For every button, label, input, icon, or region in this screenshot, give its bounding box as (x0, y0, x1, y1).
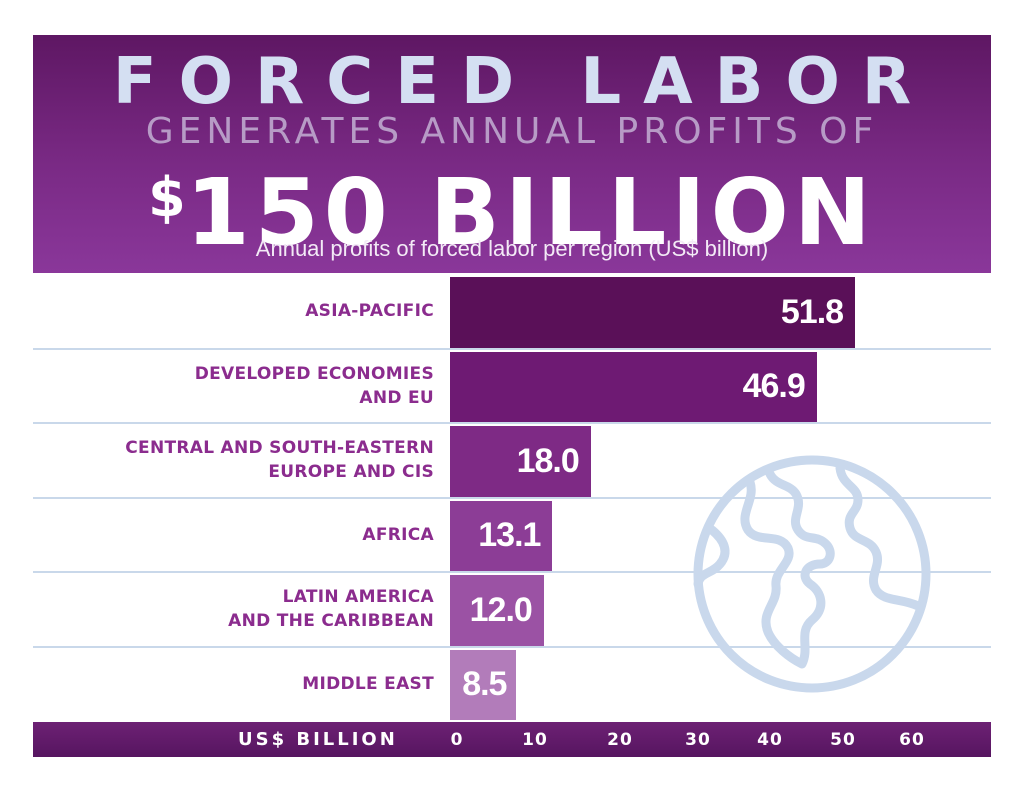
bar: 8.5 (450, 649, 517, 720)
category-label-line: ASIA-PACIFIC (305, 301, 434, 322)
globe-icon (693, 455, 931, 693)
title-line-2: GENERATES ANNUAL PROFITS OF (145, 111, 879, 152)
row-divider (33, 422, 991, 424)
category-label: MIDDLE EAST (40, 647, 434, 722)
category-label-text: MIDDLE EAST (302, 672, 434, 696)
row-divider (33, 496, 991, 499)
category-label-text: CENTRAL AND SOUTH-EASTERN EUROPE AND CIS (125, 436, 434, 484)
bar: 18.0 (450, 426, 591, 497)
category-label: LATIN AMERICA AND THE CARIBBEAN (40, 572, 434, 647)
category-label-text: AFRICA (362, 523, 434, 547)
bar-value-label: 51.8 (780, 292, 844, 331)
category-label-text: DEVELOPED ECONOMIES AND EU (195, 362, 434, 410)
x-tick-label: 20 (607, 730, 633, 750)
category-label-line: AFRICA (362, 524, 434, 545)
row-divider (33, 645, 991, 648)
title-line-3: $150 BILLION (33, 143, 991, 268)
bar-value-label: 46.9 (742, 367, 806, 406)
category-label-line: CENTRAL AND SOUTH-EASTERN (125, 438, 434, 459)
x-tick-label: 40 (757, 730, 783, 750)
category-label: DEVELOPED ECONOMIES AND EU (40, 349, 434, 424)
category-label-line: MIDDLE EAST (302, 673, 434, 694)
x-tick-label: 10 (522, 730, 548, 750)
bar-value-label: 13.1 (478, 516, 541, 555)
bar: 51.8 (450, 277, 856, 348)
category-label-text: LATIN AMERICA AND THE CARIBBEAN (228, 585, 434, 633)
category-label: CENTRAL AND SOUTH-EASTERN EUROPE AND CIS (40, 423, 434, 498)
category-label-line: LATIN AMERICA (282, 587, 434, 608)
bar: 13.1 (450, 500, 553, 571)
header-banner: FORCED LABOR GENERATES ANNUAL PROFITS OF… (33, 35, 991, 273)
category-label-line: EUROPE AND CIS (268, 462, 434, 483)
bar: 46.9 (450, 351, 817, 422)
x-tick-label: 50 (830, 730, 856, 750)
category-label-line: AND THE CARIBBEAN (228, 611, 434, 632)
bar: 12.0 (450, 575, 544, 646)
category-label-text: ASIA-PACIFIC (305, 299, 434, 323)
bar-value-label: 18.0 (516, 441, 580, 480)
x-tick-label: 60 (899, 730, 925, 750)
category-label-line: DEVELOPED ECONOMIES (194, 363, 434, 384)
x-axis-label: US$ BILLION (238, 729, 398, 750)
row-divider (33, 347, 991, 350)
title-line-1: FORCED LABOR (112, 45, 934, 119)
chart-subtitle: Annual profits of forced labor per regio… (255, 236, 769, 261)
x-tick-label: 0 (450, 730, 464, 750)
bar-value-label: 12.0 (469, 590, 533, 629)
category-label: AFRICA (40, 498, 434, 573)
title-dollar-sign: $ (148, 166, 186, 229)
title-amount: 150 BILLION (185, 159, 876, 266)
category-label-line: AND EU (359, 387, 434, 408)
category-label: ASIA-PACIFIC (40, 274, 434, 349)
bar-value-label: 8.5 (462, 665, 507, 704)
x-tick-label: 30 (685, 730, 711, 750)
row-divider (33, 571, 991, 573)
x-axis-bar (33, 722, 991, 757)
